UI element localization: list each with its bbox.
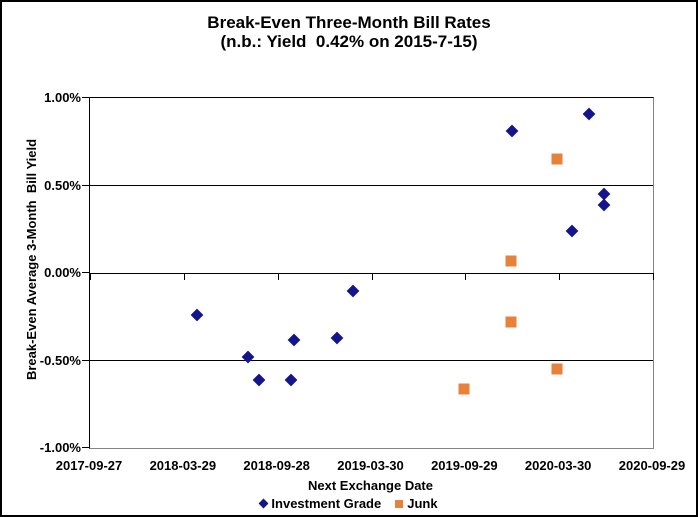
data-point-diamond [287, 333, 300, 346]
y-axis-tick [82, 184, 89, 186]
data-point-diamond [505, 124, 519, 138]
y-axis-tick-label: -1.00% [39, 440, 81, 455]
data-point-diamond [582, 107, 596, 121]
y-axis-tick-label: 1.00% [44, 90, 81, 105]
diamond-marker-icon [258, 498, 269, 509]
x-axis-tick [465, 273, 467, 280]
chart-subtitle: (n.b.: Yield 0.42% on 2015-7-15) [220, 32, 478, 51]
legend-item-investment-grade: Investment Grade [258, 496, 382, 511]
y-axis-tick [82, 272, 89, 273]
x-axis-tick-label: 2018-09-28 [243, 458, 310, 473]
x-axis-tick-label: 2020-03-30 [524, 458, 592, 473]
x-axis-tick-label: 2019-03-30 [337, 458, 404, 473]
legend-item-junk: Junk [395, 496, 438, 511]
x-axis-tick [559, 273, 561, 280]
x-axis-tick-label: 2019-09-29 [431, 458, 498, 473]
x-axis-tick [653, 273, 654, 280]
data-point-diamond [242, 350, 255, 364]
x-axis-tick-label: 2020-09-29 [618, 458, 686, 473]
y-axis-tick [82, 447, 89, 448]
data-point-diamond [565, 224, 579, 238]
x-axis-tick-label: 2017-09-27 [55, 458, 123, 473]
chart-title: Break-Even Three-Month Bill Rates [207, 13, 491, 32]
y-axis-tick-label: 0.00% [44, 265, 81, 280]
y-axis-title-wrap: Break-Even Average 3-Month Bill Yield [14, 84, 50, 434]
x-axis-tick [90, 273, 91, 280]
chart-title-block: Break-Even Three-Month Bill Rates (n.b.:… [2, 13, 696, 51]
data-point-square [551, 153, 563, 165]
gridline [90, 360, 653, 361]
data-point-diamond [346, 284, 360, 297]
data-point-square [458, 383, 470, 394]
square-marker-icon [395, 499, 404, 508]
x-axis-tick [183, 273, 185, 280]
data-point-diamond [330, 331, 344, 345]
y-axis-tick-label: 0.50% [44, 177, 81, 193]
data-point-square [505, 255, 517, 267]
data-point-diamond [252, 373, 266, 387]
legend: Investment Grade Junk [2, 496, 696, 511]
gridline [90, 185, 653, 186]
x-axis-tick-label: 2018-03-29 [149, 458, 217, 473]
y-axis-tick [82, 359, 89, 361]
y-axis-title: Break-Even Average 3-Month Bill Yield [24, 138, 40, 380]
x-axis-tick [371, 273, 373, 280]
x-axis-tick [277, 273, 279, 280]
legend-label-investment-grade: Investment Grade [271, 496, 382, 511]
data-point-square [505, 316, 517, 328]
data-point-diamond [597, 198, 611, 212]
plot-area [89, 97, 654, 449]
data-point-diamond [190, 308, 204, 322]
data-point-diamond [284, 373, 298, 387]
x-axis-title: Next Exchange Date [308, 478, 433, 493]
data-point-square [551, 363, 563, 375]
legend-label-junk: Junk [407, 496, 438, 511]
y-axis-tick-label: -0.50% [39, 352, 81, 368]
y-axis-tick [82, 97, 89, 98]
